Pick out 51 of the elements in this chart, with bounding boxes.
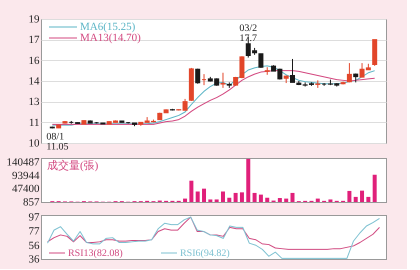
bar [220, 191, 225, 202]
bar [284, 198, 288, 202]
bar [316, 198, 320, 202]
y-tick-label: 13 [28, 96, 40, 108]
y-tick-label: 10 [28, 138, 40, 150]
bar [258, 194, 263, 202]
y-tick-label: 19 [28, 14, 40, 26]
bar [354, 196, 358, 202]
bar [227, 198, 232, 202]
bar [366, 196, 370, 202]
line-series [47, 216, 380, 259]
bar [252, 192, 257, 202]
y-tick-label: 47400 [12, 183, 40, 196]
y-tick-label: 140487 [6, 156, 40, 169]
bar [246, 158, 250, 202]
candlestick [195, 68, 200, 84]
legend-label: MA6(15.25) [80, 21, 136, 33]
bar [183, 198, 188, 202]
candlestick [346, 62, 352, 83]
bar [240, 192, 244, 202]
y-tick-label: 36 [28, 254, 40, 266]
y-tick-label: 11 [28, 116, 40, 129]
y-tick-label: 77 [28, 225, 40, 238]
candlestick [220, 72, 226, 88]
bar [196, 191, 200, 202]
bar [214, 199, 219, 202]
legend-label: RSI13(82.08) [68, 248, 123, 259]
y-tick-label: 16 [28, 54, 40, 67]
bar [202, 188, 206, 202]
y-tick-label: 97 [28, 212, 40, 224]
bar [372, 174, 377, 202]
y-tick-label: 14 [28, 76, 40, 88]
annotation: 03/2 17.7 [239, 22, 258, 44]
legend-label: MA13(14.70) [80, 32, 142, 44]
line-series [47, 216, 380, 250]
bar [265, 198, 270, 202]
bar [189, 180, 194, 202]
bar [347, 190, 352, 202]
bar [290, 192, 295, 202]
bar [278, 198, 282, 202]
y-tick-label: 56 [28, 240, 40, 252]
annotation: 08/1 11.05 [46, 132, 68, 153]
bar [328, 199, 332, 202]
bar [208, 199, 212, 202]
y-tick-label: 17 [28, 34, 40, 46]
bar [234, 192, 238, 202]
legend-label: RSI6(94.82) [180, 248, 230, 259]
y-tick-label: 93944 [12, 170, 40, 182]
annotation: 成交量(張) [47, 159, 99, 172]
y-tick-label: 857 [23, 196, 40, 208]
bar [360, 190, 364, 202]
